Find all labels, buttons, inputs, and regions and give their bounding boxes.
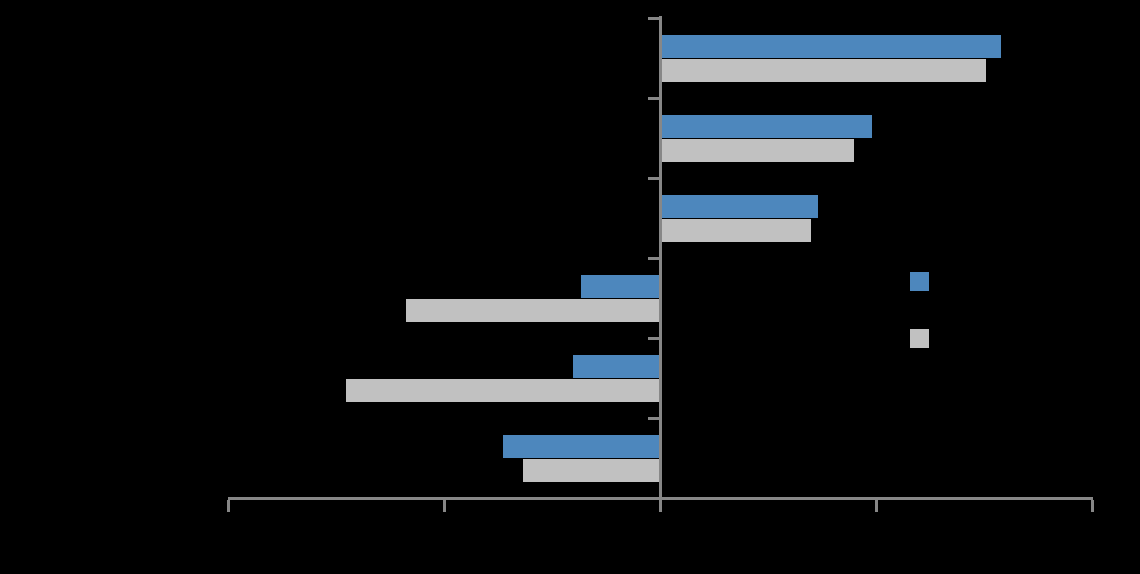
y-axis-tick	[648, 177, 660, 180]
bar-blue-row2	[662, 115, 872, 138]
x-axis-tick	[875, 500, 878, 512]
x-axis-tick	[227, 500, 230, 512]
bar-blue-row6	[503, 435, 659, 458]
legend-swatch-gray	[910, 329, 929, 348]
bar-gray-row2	[662, 139, 854, 162]
y-axis-tick	[648, 417, 660, 420]
x-axis-line	[228, 497, 1093, 500]
y-axis-tick	[648, 97, 660, 100]
bar-blue-row5	[573, 355, 659, 378]
bar-gray-row1	[662, 59, 986, 82]
y-axis-tick	[648, 257, 660, 260]
bar-gray-row3	[662, 219, 811, 242]
y-axis-line	[659, 16, 662, 500]
bar-gray-row5	[346, 379, 659, 402]
y-axis-tick	[648, 17, 660, 20]
bar-gray-row4	[406, 299, 659, 322]
legend-swatch-blue	[910, 272, 929, 291]
bar-blue-row3	[662, 195, 818, 218]
bar-blue-row1	[662, 35, 1001, 58]
x-axis-tick	[443, 500, 446, 512]
bar-blue-row4	[581, 275, 659, 298]
y-axis-tick	[648, 497, 660, 500]
x-axis-tick	[659, 500, 662, 512]
bar-gray-row6	[523, 459, 659, 482]
x-axis-tick	[1091, 500, 1094, 512]
y-axis-tick	[648, 337, 660, 340]
